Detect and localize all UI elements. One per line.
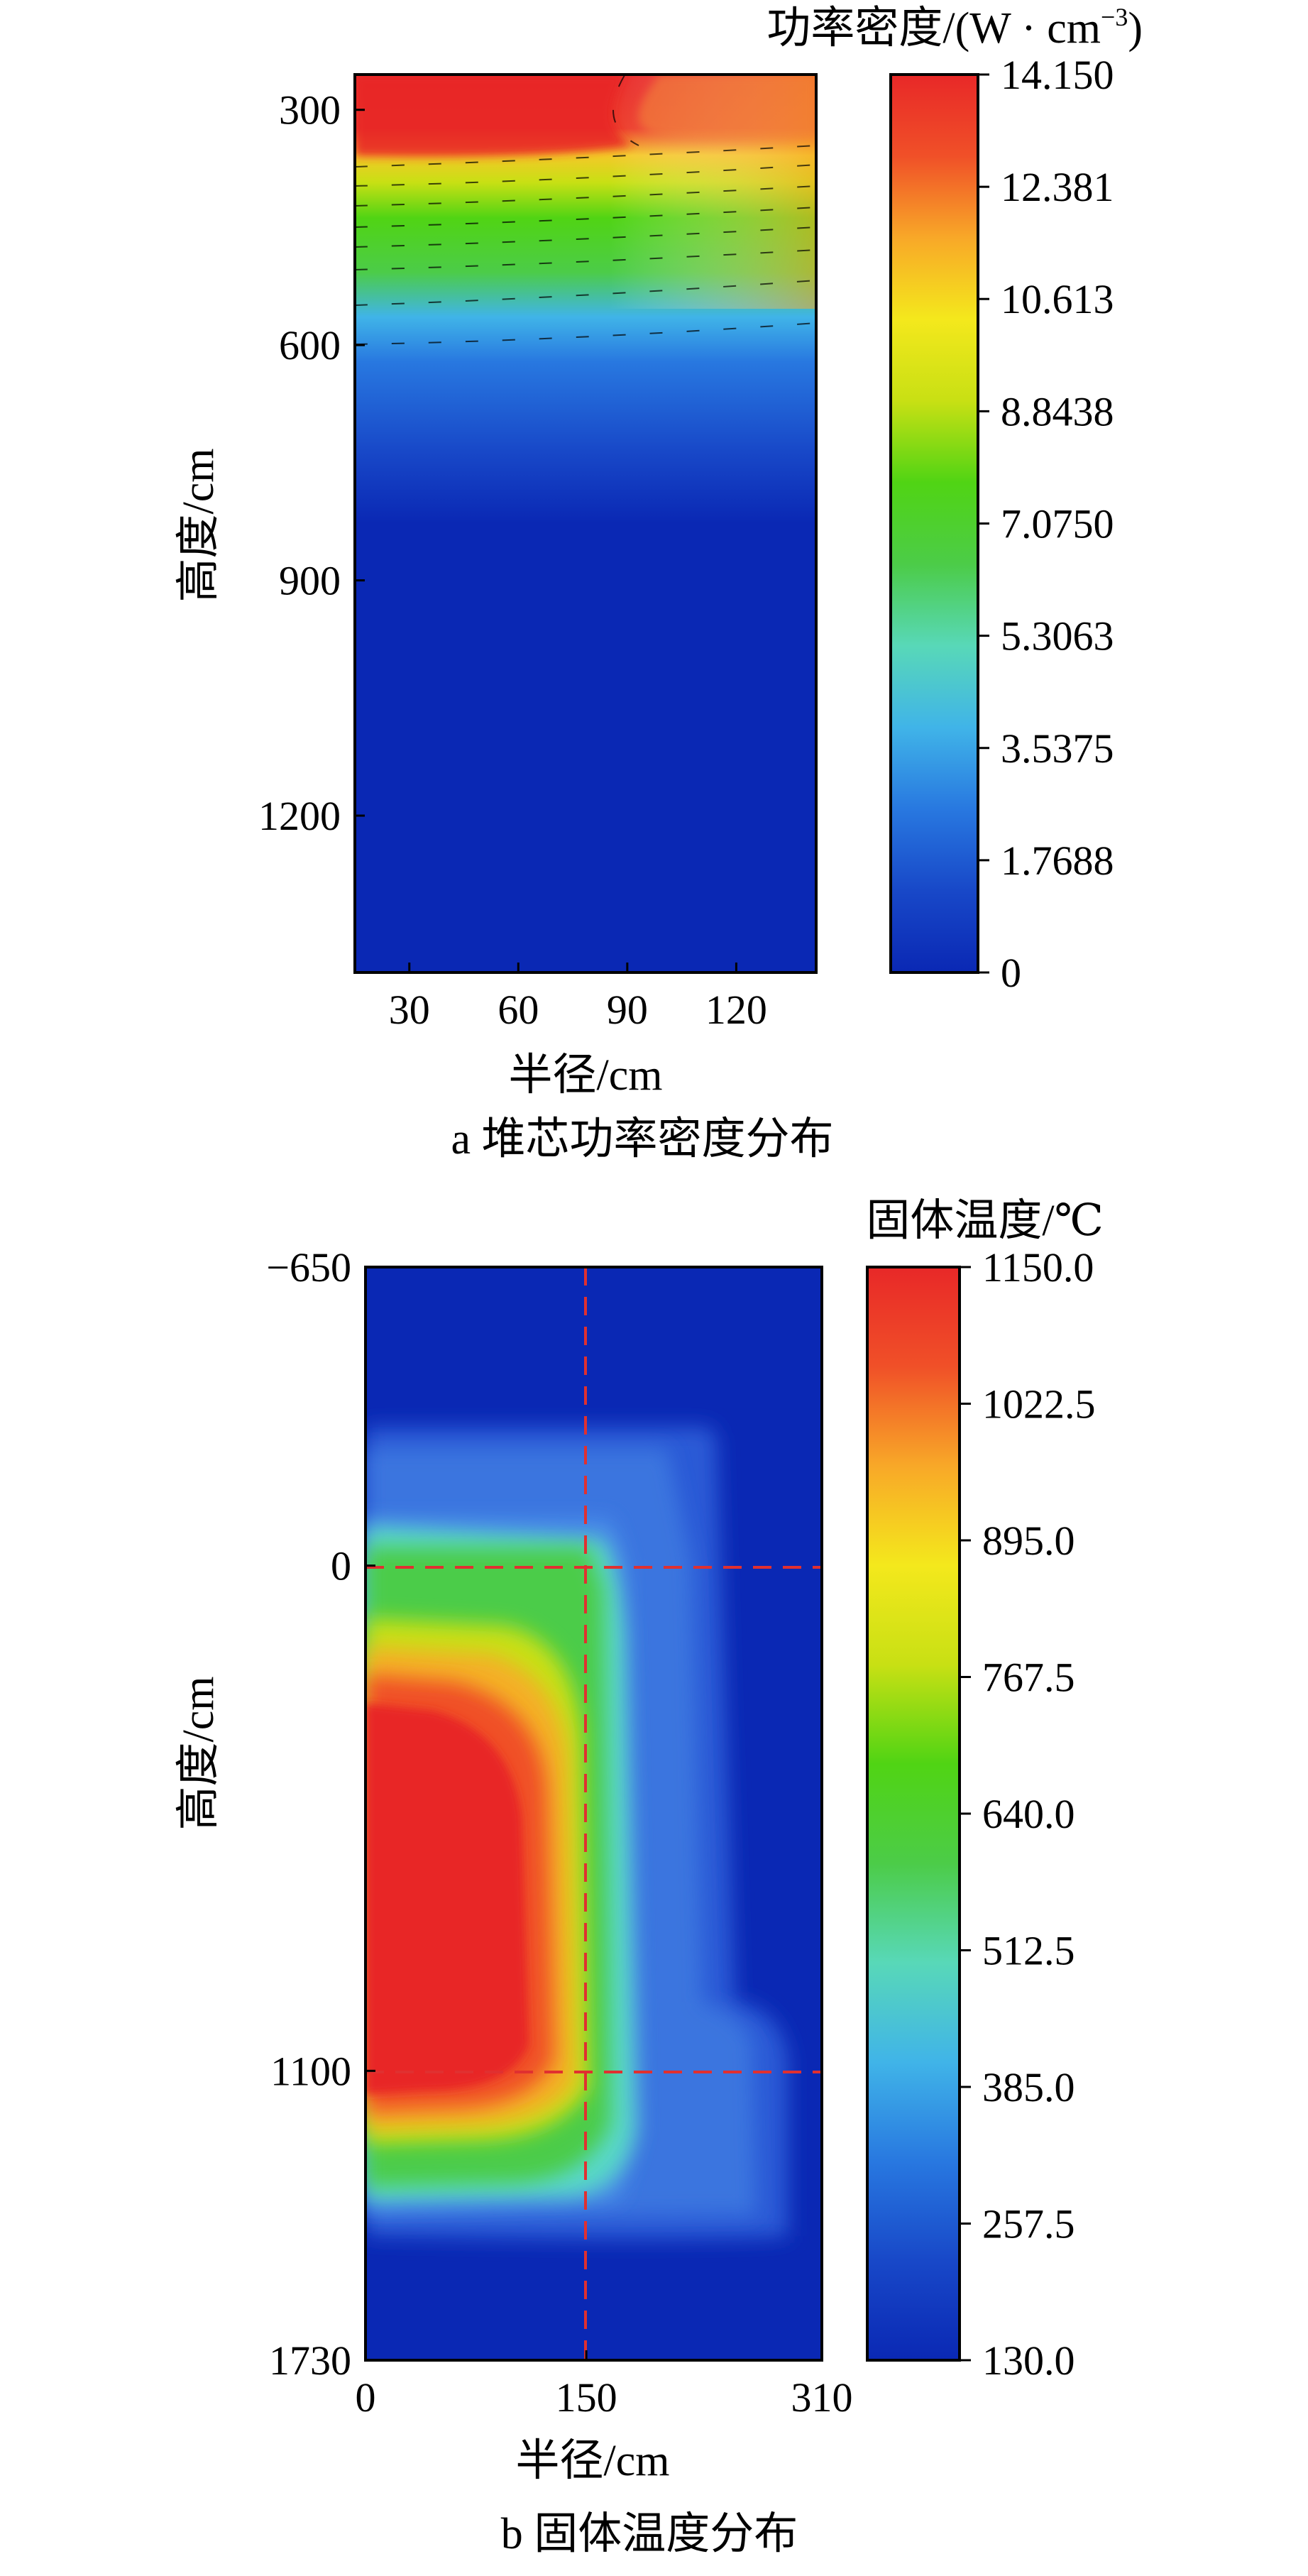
colorbar-title-a-end: ) [1128,4,1143,53]
colorbar-tick-label-a-6: 3.5375 [1001,725,1114,772]
y-tick-label-a-3: 1200 [258,793,341,839]
colorbar-tick-label-a-8: 0 [1001,950,1021,996]
colorbar-tick-label-b-7: 257.5 [982,2201,1075,2247]
panel-b: 0 150 310 −650 0 1100 1730 高度/cm 半径/cm b 固体温度分… [175,1197,1104,2558]
y-tick-label-b-3: 1730 [269,2337,351,2384]
colorbar-tick-label-b-0: 1150.0 [982,1244,1094,1290]
caption-a: a 堆芯功率密度分布 [451,1115,833,1163]
plot-frame-b [364,1266,823,2362]
colorbar-tick-label-a-0: 14.150 [1001,52,1114,98]
heatmap-b-field [366,1267,822,2360]
x-tick-label-a-2: 90 [607,987,648,1033]
panel-a: 30 60 90 120 300 600 900 1200 高度/cm 半径/cm a 堆芯功… [175,3,1143,1163]
colorbar-tick-label-b-2: 895.0 [982,1518,1075,1564]
y-tick-label-b-1: 0 [331,1543,351,1589]
colorbar-title-b: 固体温度/℃ [866,1197,1104,1245]
y-tick-label-b-0: −650 [266,1244,351,1290]
colorbar-tick-label-a-1: 12.381 [1001,164,1114,210]
axis-ticks-b: 0 150 310 −650 0 1100 1730 [266,1244,852,2421]
colorbar-ticks-b: 1150.0 1022.5 895.0 767.5 640.0 512.5 385.0 257… [960,1244,1096,2384]
y-axis-label-b: 高度/cm [175,1677,223,1831]
x-axis-label-a: 半径/cm [509,1051,663,1100]
axis-ticks-a: 30 60 90 120 300 600 900 1200 [258,87,767,1033]
x-tick-label-b-1: 150 [556,2374,617,2421]
colorbar-ticks-a: 14.150 12.381 10.613 8.8438 7.0750 5.3063 3.53… [978,52,1114,996]
y-tick-label-a-2: 900 [279,558,341,604]
colorbar-title-a: 功率密度/(W · cm−3) [766,3,1143,53]
colorbar-tick-label-b-1: 1022.5 [982,1381,1096,1427]
colorbar-tick-label-b-4: 640.0 [982,1791,1075,1837]
colorbar-title-a-sup: −3 [1101,3,1128,31]
heatmap-a-field [355,75,816,972]
y-tick-label-b-2: 1100 [270,2048,351,2094]
caption-b: b 固体温度分布 [501,2510,798,2558]
colorbar-tick-label-b-5: 512.5 [982,1928,1075,1974]
colorbar-title-a-main: 功率密度/(W · cm [766,4,1101,53]
colorbar-tick-label-a-3: 8.8438 [1001,388,1114,434]
x-tick-label-b-0: 0 [356,2374,376,2421]
y-tick-label-a-0: 300 [279,87,341,133]
colorbar-tick-label-b-3: 767.5 [982,1655,1075,1701]
y-tick-label-a-1: 600 [279,322,341,368]
colorbar-a [889,73,979,974]
reference-lines-b [366,1267,822,2360]
y-axis-label-a: 高度/cm [175,449,223,603]
colorbar-tick-label-a-5: 5.3063 [1001,613,1114,659]
colorbar-tick-label-a-4: 7.0750 [1001,501,1114,547]
plot-frame-a [353,73,818,974]
colorbar-tick-label-a-7: 1.7688 [1001,838,1114,884]
colorbar-tick-label-b-6: 385.0 [982,2064,1075,2110]
colorbar-tick-label-b-8: 130.0 [982,2337,1075,2384]
x-axis-label-b: 半径/cm [516,2437,670,2485]
x-tick-label-b-2: 310 [791,2374,853,2421]
x-tick-label-a-0: 30 [389,987,430,1033]
x-tick-label-a-1: 60 [498,987,539,1033]
colorbar-tick-label-a-2: 10.613 [1001,276,1114,322]
x-tick-label-a-3: 120 [705,987,767,1033]
contour-lines-a [355,75,816,345]
colorbar-b [866,1266,961,2362]
